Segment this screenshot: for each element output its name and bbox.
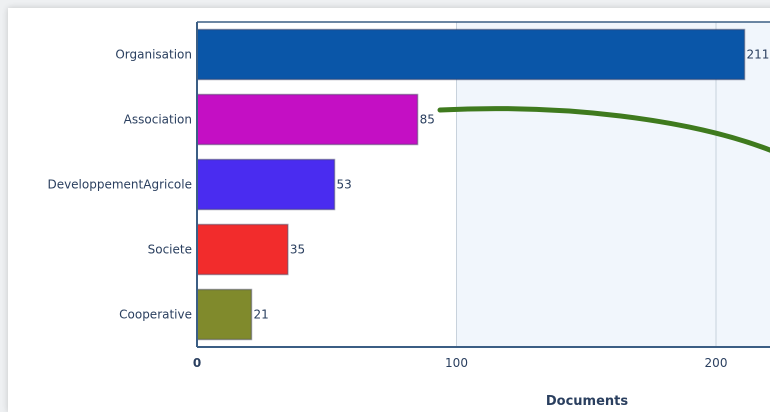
- data-label-cooperative: 21: [253, 308, 268, 322]
- category-label-organisation: Organisation: [115, 48, 192, 62]
- category-label-developpementagricole: DeveloppementAgricole: [47, 178, 192, 192]
- x-axis-title: Documents: [546, 394, 629, 409]
- x-tick-label-0: 0: [193, 356, 201, 370]
- data-label-developpementagricole: 53: [337, 178, 352, 192]
- category-label-association: Association: [124, 113, 192, 127]
- bar-association[interactable]: [196, 93, 419, 146]
- x-tick-label-200: 200: [705, 356, 728, 370]
- data-label-societe: 35: [290, 243, 305, 257]
- category-label-societe: Societe: [148, 243, 192, 257]
- category-label-cooperative: Cooperative: [119, 308, 192, 322]
- bar-societe[interactable]: [196, 223, 289, 276]
- x-tick-label-100: 100: [445, 356, 468, 370]
- bar-cooperative[interactable]: [196, 288, 253, 341]
- bar-developpementagricole[interactable]: [196, 158, 336, 211]
- data-label-association: 85: [420, 113, 435, 127]
- green-arrow-annotation: [437, 106, 770, 153]
- data-label-organisation: 211: [747, 48, 770, 62]
- bar-organisation[interactable]: [196, 28, 746, 81]
